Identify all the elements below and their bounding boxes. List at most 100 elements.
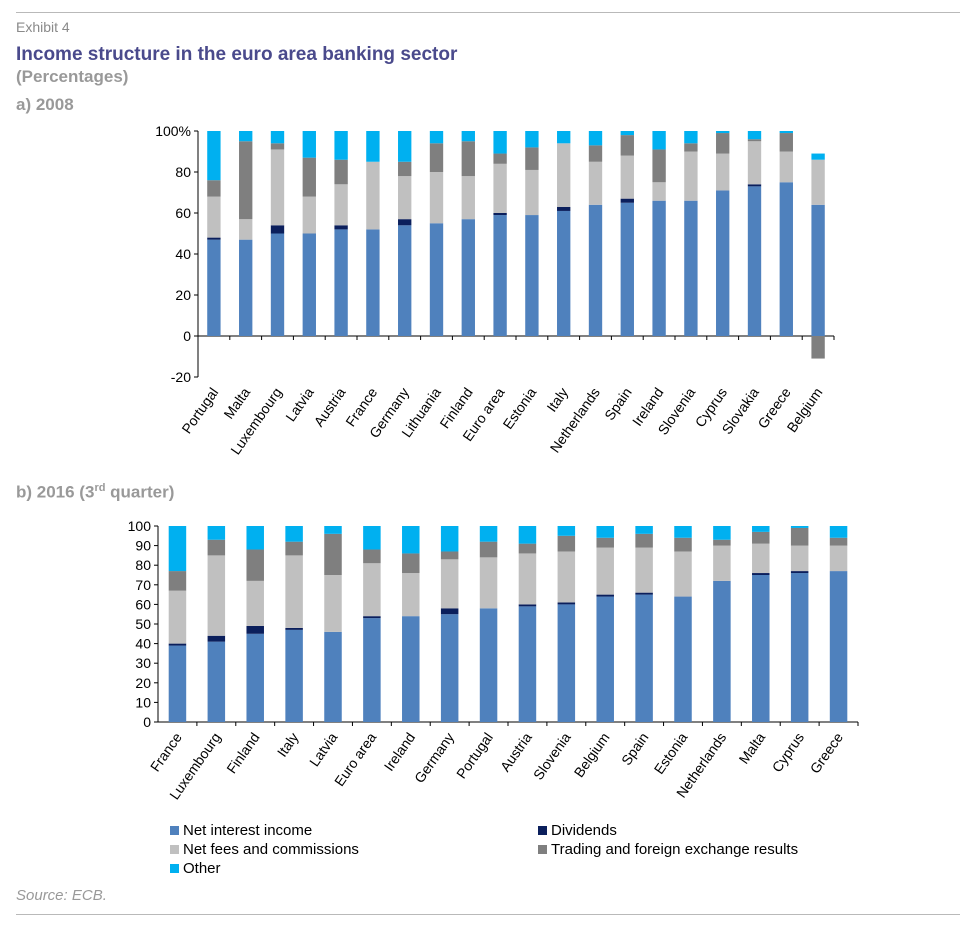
top-rule (16, 12, 960, 13)
panel-a-label: a) 2008 (16, 95, 74, 114)
bar-portugal-other (479, 526, 498, 542)
bar-spain-net-fees-and-commissions (635, 547, 653, 593)
x-tick-label: Estonia (651, 729, 691, 777)
bar-belgium-dividends (596, 594, 614, 597)
legend-label: Net interest income (183, 822, 313, 839)
legend-swatch (538, 826, 547, 835)
bar-cyprus-net-fees-and-commissions (790, 545, 809, 572)
bar-slovakia-other (747, 131, 762, 140)
bar-ireland-net-interest-income (652, 200, 666, 336)
bar-italy-net-fees-and-commissions (285, 555, 303, 628)
bar-finland-dividends (246, 625, 264, 634)
bar-greece-other (779, 131, 793, 134)
x-tick-label: Germany (411, 730, 457, 786)
bar-austria-dividends (518, 604, 537, 607)
bar-netherlands-net-fees-and-commissions (588, 161, 603, 205)
bar-greece-net-fees-and-commissions (779, 151, 793, 183)
bar-lithuania-net-fees-and-commissions (429, 172, 444, 224)
bar-germany-net-interest-income (398, 225, 412, 336)
y-tick-label: 50 (135, 616, 151, 632)
bar-latvia-trading-and-foreign-exchange-results (324, 533, 342, 575)
bar-portugal-dividends (207, 237, 221, 240)
bar-belgium-net-interest-income (811, 204, 825, 336)
bar-france-other (366, 131, 380, 162)
bar-portugal-net-fees-and-commissions (479, 557, 498, 609)
bar-cyprus-net-interest-income (716, 190, 730, 336)
exhibit-label: Exhibit 4 (16, 19, 70, 35)
legend: Net interest income Dividends Net fees a… (170, 820, 870, 880)
bar-austria-net-fees-and-commissions (518, 553, 537, 605)
bar-austria-net-interest-income (334, 229, 348, 336)
bar-ireland-net-fees-and-commissions (402, 573, 420, 617)
y-tick-label: -20 (171, 369, 191, 385)
bar-estonia-other (525, 131, 539, 148)
bar-slovenia-trading-and-foreign-exchange-results (684, 143, 698, 152)
bar-finland-net-fees-and-commissions (246, 580, 264, 626)
bar-euro-area-trading-and-foreign-exchange-results (363, 549, 381, 564)
bar-portugal-net-interest-income (479, 608, 498, 722)
bottom-rule (16, 914, 960, 915)
bar-greece-other (829, 526, 848, 538)
bar-luxembourg-other (207, 526, 226, 540)
bar-luxembourg-net-interest-income (207, 641, 226, 722)
bar-euro-area-net-interest-income (363, 618, 381, 722)
bar-slovenia-net-fees-and-commissions (557, 551, 576, 603)
bar-portugal-other (207, 131, 221, 181)
bar-luxembourg-dividends (207, 635, 226, 642)
bar-germany-net-fees-and-commissions (398, 176, 412, 220)
x-tick-label: Belgium (571, 730, 613, 781)
y-tick-label: 100% (155, 123, 191, 139)
panel-b-label-sup: rd (94, 482, 106, 494)
bar-italy-dividends (285, 627, 303, 630)
bar-belgium-trading-and-foreign-exchange-results (596, 537, 614, 548)
bar-latvia-other (324, 526, 342, 534)
bar-cyprus-trading-and-foreign-exchange-results (716, 133, 730, 154)
bar-austria-other (334, 131, 348, 160)
panel-b-label-pre: b) 2016 (3 (16, 482, 95, 502)
legend-label: Trading and foreign exchange results (551, 841, 799, 858)
bar-france-net-fees-and-commissions (366, 161, 380, 230)
bar-belgium-other (596, 526, 614, 538)
bar-malta-net-interest-income (752, 575, 770, 722)
panel-b-label-post: quarter) (105, 482, 175, 502)
x-tick-label: Portugal (178, 385, 221, 437)
x-tick-label: Slovenia (530, 729, 574, 782)
bar-slovakia-trading-and-foreign-exchange-results (747, 139, 762, 142)
bar-germany-other (440, 526, 459, 552)
bar-italy-net-interest-income (285, 629, 303, 722)
bar-netherlands-other (713, 526, 731, 540)
y-tick-label: 40 (135, 636, 151, 652)
bar-ireland-net-fees-and-commissions (652, 182, 666, 201)
bar-latvia-net-fees-and-commissions (324, 575, 342, 632)
bar-netherlands-net-fees-and-commissions (713, 545, 731, 581)
bar-spain-net-interest-income (620, 202, 634, 336)
source-note: Source: ECB. (16, 887, 107, 904)
bar-france-net-fees-and-commissions (168, 590, 187, 644)
y-tick-label: 70 (135, 577, 151, 593)
bar-cyprus-trading-and-foreign-exchange-results (790, 527, 809, 546)
bar-austria-trading-and-foreign-exchange-results (518, 543, 537, 554)
bar-ireland-trading-and-foreign-exchange-results (652, 149, 666, 183)
bar-euro-area-net-fees-and-commissions (493, 163, 507, 213)
bar-slovenia-net-interest-income (684, 200, 698, 336)
bar-netherlands-trading-and-foreign-exchange-results (713, 539, 731, 546)
bar-ireland-other (652, 131, 666, 150)
bar-spain-other (635, 526, 653, 534)
bar-malta-trading-and-foreign-exchange-results (239, 141, 253, 220)
legend-item-trading: Trading and foreign exchange results (538, 841, 798, 858)
bar-estonia-net-interest-income (674, 596, 692, 722)
x-tick-label: Spain (618, 730, 652, 769)
x-tick-label: Estonia (499, 384, 539, 432)
bar-slovakia-net-fees-and-commissions (747, 141, 762, 185)
bar-germany-trading-and-foreign-exchange-results (398, 161, 412, 177)
legend-item-net-fees: Net fees and commissions (170, 841, 359, 858)
bar-belgium-net-fees-and-commissions (596, 547, 614, 595)
bar-ireland-net-interest-income (402, 616, 420, 722)
bar-austria-other (518, 526, 537, 544)
bar-italy-trading-and-foreign-exchange-results (285, 541, 303, 556)
bar-netherlands-other (588, 131, 603, 146)
bar-belgium-trading-and-foreign-exchange-results (811, 336, 825, 359)
chart-subtitle: (Percentages) (16, 67, 129, 86)
bar-ireland-trading-and-foreign-exchange-results (402, 553, 420, 574)
bar-finland-other (461, 131, 475, 142)
